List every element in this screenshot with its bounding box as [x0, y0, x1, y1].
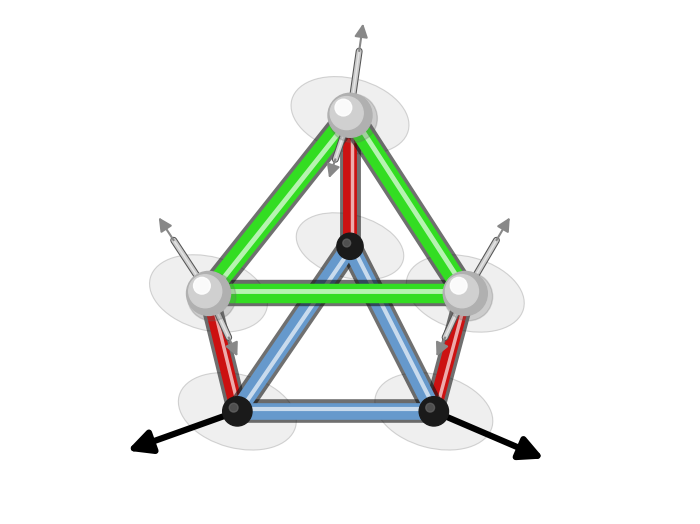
Circle shape	[189, 275, 222, 308]
Circle shape	[443, 271, 487, 315]
Circle shape	[335, 99, 352, 116]
Ellipse shape	[291, 77, 409, 154]
Circle shape	[450, 277, 467, 294]
Circle shape	[330, 96, 363, 129]
Circle shape	[328, 93, 372, 137]
Ellipse shape	[296, 213, 404, 280]
Circle shape	[445, 275, 479, 308]
Circle shape	[186, 271, 230, 315]
Circle shape	[329, 94, 377, 143]
Ellipse shape	[150, 255, 267, 332]
Circle shape	[343, 239, 351, 247]
Ellipse shape	[375, 373, 493, 450]
Circle shape	[337, 233, 363, 259]
Ellipse shape	[178, 373, 296, 450]
Circle shape	[419, 397, 449, 426]
Circle shape	[194, 277, 210, 294]
Circle shape	[444, 272, 493, 321]
Circle shape	[188, 272, 236, 321]
Ellipse shape	[406, 255, 524, 332]
Circle shape	[223, 397, 252, 426]
Circle shape	[426, 403, 435, 412]
Circle shape	[230, 403, 238, 412]
